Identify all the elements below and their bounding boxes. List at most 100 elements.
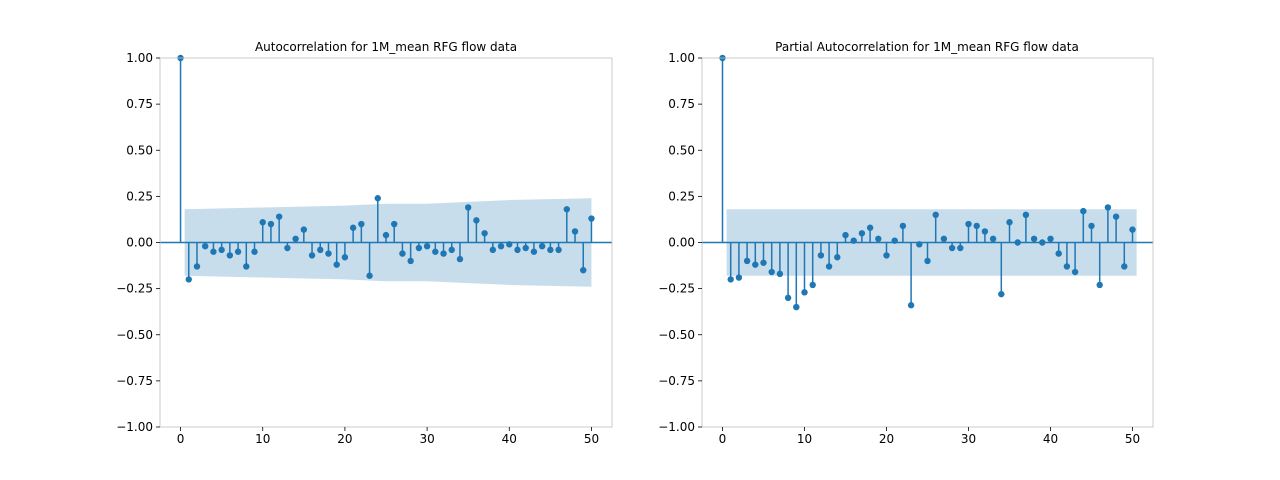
acf-point — [538, 242, 546, 250]
acf-point — [349, 224, 357, 231]
pacf-point — [1014, 239, 1021, 246]
pacf-point — [735, 274, 743, 281]
pacf-point — [1104, 204, 1112, 211]
acf-point — [202, 242, 209, 250]
acf-point — [382, 231, 390, 239]
pacf-point — [883, 252, 890, 259]
pacf-y-tick-label: −0.75 — [658, 374, 695, 388]
acf-y-tick-label: −0.50 — [116, 328, 153, 342]
acf-point — [514, 246, 521, 254]
pacf-point — [1080, 207, 1087, 215]
acf-point — [489, 246, 497, 254]
acf-point — [218, 246, 225, 254]
pacf-point — [1039, 239, 1046, 246]
acf-point — [210, 248, 217, 255]
acf-point — [440, 250, 447, 257]
acf-x-tick-label: 50 — [584, 432, 599, 446]
pacf-point — [1121, 263, 1128, 270]
pacf-point — [866, 224, 874, 231]
acf-x-axis: 0 10 20 30 40 50 — [177, 427, 599, 446]
pacf-point — [916, 241, 923, 248]
acf-point — [456, 255, 464, 263]
acf-x-tick-label: 10 — [255, 432, 270, 446]
acf-point — [522, 244, 529, 252]
acf-point — [292, 235, 299, 243]
acf-point — [300, 226, 308, 233]
pacf-y-tick-label: 0.50 — [668, 143, 695, 157]
pacf-x-tick-label: 50 — [1125, 432, 1140, 446]
acf-point — [473, 217, 480, 224]
pacf-y-tick-label: −1.00 — [658, 420, 695, 434]
acf-x-tick-label: 30 — [419, 432, 434, 446]
acf-y-tick-label: 0.50 — [126, 143, 153, 157]
pacf-point — [998, 290, 1005, 298]
pacf-x-tick-label: 30 — [961, 432, 976, 446]
acf-point — [275, 213, 283, 220]
pacf-point — [1055, 250, 1062, 257]
pacf-panel: Partial Autocorrelation for 1M_mean RFG … — [658, 40, 1154, 446]
pacf-point — [891, 237, 898, 244]
pacf-point — [989, 235, 997, 243]
acf-point — [243, 263, 250, 270]
pacf-point — [743, 257, 751, 265]
acf-y-tick-label: 0.00 — [126, 236, 153, 250]
pacf-plot-area — [702, 54, 1153, 311]
pacf-point — [948, 244, 956, 252]
pacf-y-tick-label: 0.75 — [668, 97, 695, 111]
acf-point — [193, 263, 201, 270]
pacf-y-tick-label: −0.25 — [658, 282, 695, 296]
acf-point — [399, 250, 406, 257]
acf-point — [333, 261, 340, 268]
acf-x-tick-label: 0 — [177, 432, 185, 446]
acf-point — [308, 252, 316, 259]
acf-point — [497, 242, 505, 250]
pacf-point — [1030, 235, 1038, 243]
acf-point — [366, 272, 373, 279]
acf-point — [284, 244, 291, 252]
pacf-point — [727, 276, 734, 283]
acf-y-tick-label: 1.00 — [126, 51, 153, 65]
pacf-point — [1112, 213, 1120, 220]
acf-point — [448, 246, 455, 254]
acf-point — [580, 266, 587, 274]
acf-point — [251, 248, 258, 255]
acf-point — [415, 244, 423, 252]
pacf-point — [932, 211, 939, 219]
acf-y-tick-label: −0.75 — [116, 374, 153, 388]
acf-point — [374, 195, 381, 202]
pacf-point — [875, 235, 882, 243]
pacf-point — [973, 222, 980, 230]
pacf-point — [809, 281, 816, 289]
acf-point — [547, 246, 554, 254]
pacf-point — [1088, 222, 1095, 230]
pacf-point — [768, 268, 775, 276]
pacf-point — [834, 254, 841, 261]
acf-point — [506, 241, 513, 248]
acf-x-tick-label: 20 — [337, 432, 352, 446]
pacf-x-tick-label: 40 — [1043, 432, 1058, 446]
pacf-y-tick-label: 1.00 — [668, 51, 695, 65]
pacf-point — [1006, 219, 1013, 226]
pacf-point — [825, 263, 833, 270]
pacf-point — [965, 220, 972, 228]
pacf-point — [940, 235, 948, 243]
acf-point — [267, 220, 275, 228]
pacf-point — [752, 261, 759, 268]
acf-y-tick-label: −0.25 — [116, 282, 153, 296]
pacf-point — [1047, 235, 1054, 243]
pacf-point — [1096, 281, 1103, 289]
pacf-point — [760, 259, 767, 266]
pacf-x-tick-label: 20 — [879, 432, 894, 446]
pacf-x-tick-label: 0 — [719, 432, 727, 446]
acf-point — [259, 219, 266, 226]
acf-plot-area — [160, 54, 612, 287]
acf-y-axis: −1.00 −0.75 −0.50 −0.25 0.00 0.25 0.50 0.75 1.00 — [116, 51, 160, 434]
pacf-point — [1063, 263, 1071, 270]
pacf-x-tick-label: 10 — [797, 432, 812, 446]
acf-chart-title: Autocorrelation for 1M_mean RFG flow dat… — [255, 40, 517, 54]
acf-point — [317, 246, 324, 254]
pacf-y-tick-label: −0.50 — [658, 328, 695, 342]
pacf-point — [924, 257, 931, 265]
